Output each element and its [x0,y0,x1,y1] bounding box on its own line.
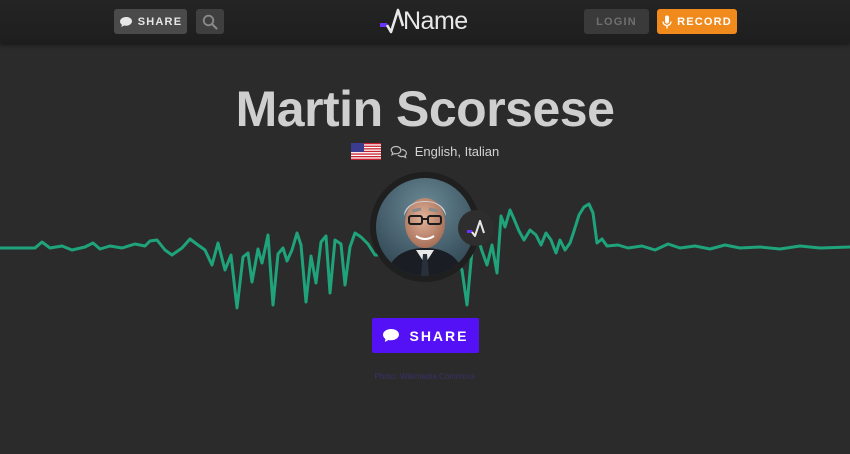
portrait-image [376,178,474,276]
site-logo[interactable]: Name [379,6,468,36]
header-share-label: SHARE [137,15,183,28]
photo-credit: Photo: Wikimedia Commons [374,372,476,381]
logo-text: Name [403,6,468,35]
share-button[interactable]: SHARE [372,318,479,353]
page-title: Martin Scorsese [235,81,615,137]
share-label: SHARE [409,327,469,344]
profile-meta: English, Italian [0,143,850,160]
header-share-button[interactable]: SHARE [114,9,187,34]
top-navigation-bar: SHARE Name LOGIN RECORD [0,0,850,43]
record-label: RECORD [677,15,732,28]
microphone-icon [662,15,672,28]
search-icon [202,14,218,29]
pronunciation-waveform [0,202,850,310]
login-button[interactable]: LOGIN [584,9,649,34]
speech-bubble-icon [383,329,400,342]
us-flag-icon [350,143,381,160]
logo-wave-icon [467,220,485,237]
logo-wave-icon [380,8,405,34]
avatar [376,178,474,276]
language-chat-icon [390,145,407,159]
speech-bubble-icon [119,16,132,27]
record-button[interactable]: RECORD [657,9,737,34]
search-button[interactable] [196,9,224,34]
language-list: English, Italian [414,144,500,159]
avatar-badge[interactable] [458,210,494,246]
